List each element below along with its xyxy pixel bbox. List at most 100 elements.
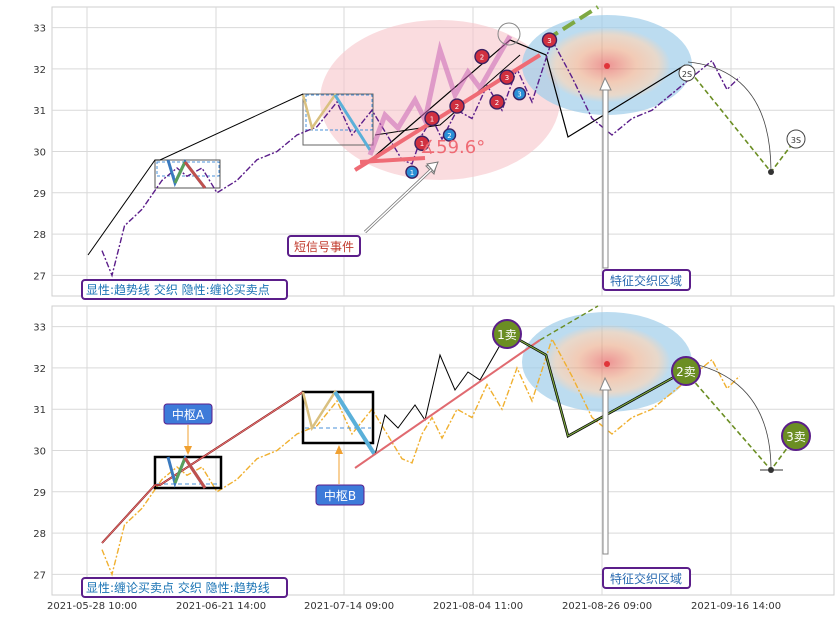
top-y-tick-label: 28 xyxy=(33,230,46,241)
bot-y-tick-label: 33 xyxy=(33,323,46,334)
signal-marker-sell xyxy=(414,135,430,151)
pivot-a-label: 中枢A xyxy=(172,407,205,422)
signal-marker-sell xyxy=(474,48,490,65)
top-y-tick-label: 27 xyxy=(33,271,46,282)
feature-zone-arrowhead xyxy=(599,76,612,91)
top-y-tick-label: 31 xyxy=(33,106,46,117)
forecast-arc-bottom xyxy=(689,362,772,469)
signal-marker-label: 1 xyxy=(420,140,424,148)
pivot-b-pointer-head xyxy=(335,445,343,454)
forecast-up-line-bottom xyxy=(539,305,599,341)
feature-zone-arrow-shaft xyxy=(602,87,609,269)
forecast-arc xyxy=(687,61,772,171)
sell-point-2 xyxy=(671,356,701,386)
top-y-tick-label: 32 xyxy=(33,65,46,76)
top-y-tick-label: 29 xyxy=(33,189,46,200)
angle-base-line xyxy=(359,156,426,164)
signal-markers: 1 1 1 2 2 2 2 3 3 3 xyxy=(405,32,558,179)
bottom-legend-text: 显性:缠论买卖点 交织 隐性:趋势线 xyxy=(86,580,270,595)
sell-point-3-label: 3卖 xyxy=(786,430,806,444)
sell-trend-line-bottom-inner xyxy=(506,332,686,437)
trend-line-1 xyxy=(87,93,304,256)
zone-center-dot xyxy=(604,63,610,69)
signal-marker-label: 2 xyxy=(447,132,451,140)
signal-marker-label: 3 xyxy=(505,74,509,82)
top-y-tick-label: 30 xyxy=(33,148,46,159)
pivot-b-label-box xyxy=(315,484,365,506)
signal-path-band xyxy=(367,34,513,156)
signal-marker-label: 2 xyxy=(495,99,499,107)
top-legend-box xyxy=(81,279,288,300)
x-tick-label: 2021-09-16 14:00 xyxy=(691,601,781,612)
top-y-tick-label: 33 xyxy=(33,24,46,35)
pivot-a-box xyxy=(153,455,223,490)
x-tick-label: 2021-06-21 14:00 xyxy=(176,601,266,612)
signal-marker-sell xyxy=(499,69,515,85)
pivot-a-pointer-head xyxy=(184,446,192,455)
pivot-box-b-inner xyxy=(305,94,373,131)
pivot-b-label: 中枢B xyxy=(324,488,356,503)
signal-marker-buy xyxy=(405,165,419,179)
pivot-a-path-green xyxy=(173,457,187,484)
signal-marker-buy xyxy=(442,128,457,142)
short-signal-label: 短信号事件 xyxy=(294,240,354,254)
bot-y-tick-label: 31 xyxy=(33,405,46,416)
angle-line-bottom xyxy=(354,339,541,469)
sell-point-2-label: 2卖 xyxy=(676,365,696,379)
top-y-axis: 27 28 29 30 31 32 33 xyxy=(33,24,46,283)
bot-y-tick-label: 27 xyxy=(33,570,46,581)
sell-point-1-label: 1卖 xyxy=(497,328,517,342)
signal-marker-sell xyxy=(449,98,465,114)
signal-marker-label: 3 xyxy=(517,91,521,99)
feature-zone-arrow-shaft-bottom xyxy=(602,387,609,555)
trend-line-3 xyxy=(374,54,521,136)
signal-marker-label: 1 xyxy=(410,169,414,177)
feature-zone-label-top: 特征交织区域 xyxy=(610,273,682,288)
pivot-b-box xyxy=(301,390,375,445)
pivot-b-segment-blue xyxy=(333,94,372,151)
signal-marker-sell xyxy=(541,32,558,48)
x-tick-label: 2021-05-28 10:00 xyxy=(47,601,137,612)
feature-zone-label-bottom: 特征交织区域 xyxy=(610,571,682,586)
signal-marker-sell xyxy=(489,94,505,110)
bottom-grid xyxy=(52,306,834,595)
short-signal-arrow-inner xyxy=(364,167,434,233)
pivot-a-path-red xyxy=(183,457,207,489)
forecast-end-dot xyxy=(768,169,774,175)
feature-zone-label-box-bottom xyxy=(602,567,691,589)
signal-marker-label: 2 xyxy=(480,54,484,62)
pivot-a-segment-green xyxy=(173,161,187,184)
bottom-panel: 27 28 29 30 31 32 33 2021-05-28 10:00 2021-06-2… xyxy=(33,305,835,612)
zigzag-path xyxy=(374,332,508,456)
forecast-2s-label: 2S xyxy=(682,70,692,79)
signal-marker-label: 1 xyxy=(430,115,434,123)
bottom-legend-box xyxy=(81,577,288,598)
signal-marker-sell xyxy=(424,110,440,127)
forecast-3s-label: 3S xyxy=(791,136,801,145)
bot-y-tick-label: 29 xyxy=(33,488,46,499)
pivot-box-b xyxy=(302,93,374,146)
forecast-end-dot-bottom xyxy=(768,467,774,473)
top-extreme-ring xyxy=(497,22,521,46)
bot-y-tick-label: 30 xyxy=(33,447,46,458)
short-signal-label-box xyxy=(287,235,361,257)
x-axis: 2021-05-28 10:00 2021-06-21 14:00 2021-07-… xyxy=(47,601,781,612)
x-tick-label: 2021-08-04 11:00 xyxy=(433,601,523,612)
short-signal-arrowhead xyxy=(426,161,439,173)
feature-zone-label-box-top xyxy=(602,269,691,291)
x-tick-label: 2021-07-14 09:00 xyxy=(304,601,394,612)
pivot-a-segment-red xyxy=(183,161,207,189)
top-legend-text: 显性:趋势线 交织 隐性:缠论买卖点 xyxy=(86,282,270,297)
bot-y-tick-label: 32 xyxy=(33,364,46,375)
signal-marker-label: 2 xyxy=(455,103,459,111)
signal-marker-label: 3 xyxy=(547,37,551,45)
pivot-a-label-box xyxy=(163,403,213,425)
feature-zone-arrowhead-bottom xyxy=(599,376,612,391)
zone-center-dot-bottom xyxy=(604,361,610,367)
pivot-box-a xyxy=(154,159,221,189)
angle-label: ∡59.6° xyxy=(420,137,485,158)
signal-marker-buy xyxy=(512,86,527,101)
pivot-b-path-blue xyxy=(333,390,377,457)
